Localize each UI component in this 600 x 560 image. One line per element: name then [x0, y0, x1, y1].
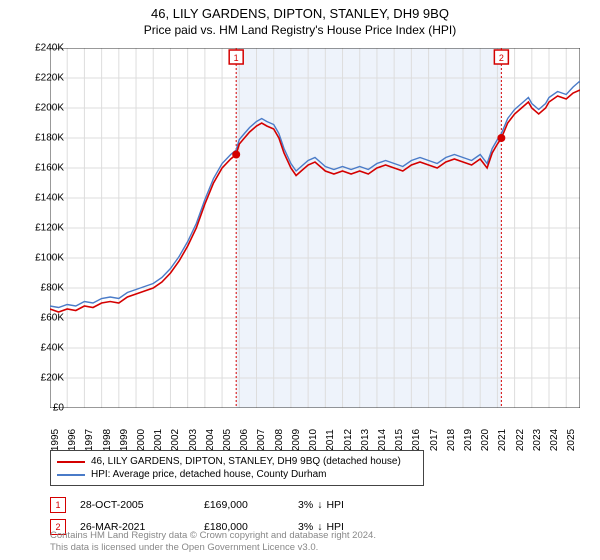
down-arrow-icon: ↓: [317, 499, 322, 511]
legend-item: 46, LILY GARDENS, DIPTON, STANLEY, DH9 9…: [57, 455, 417, 468]
marker-price: £169,000: [204, 499, 284, 511]
x-tick-label: 2005: [222, 429, 233, 451]
attribution: Contains HM Land Registry data © Crown c…: [50, 530, 376, 554]
legend: 46, LILY GARDENS, DIPTON, STANLEY, DH9 9…: [50, 450, 424, 486]
x-tick-label: 2008: [274, 429, 285, 451]
x-tick-label: 2017: [429, 429, 440, 451]
x-tick-label: 1995: [50, 429, 61, 451]
x-tick-label: 1997: [84, 429, 95, 451]
svg-text:2: 2: [499, 53, 504, 63]
y-tick-label: £0: [53, 403, 64, 414]
x-tick-label: 2015: [394, 429, 405, 451]
x-tick-label: 2022: [515, 429, 526, 451]
marker-pct: 3% ↓ HPI: [298, 499, 418, 511]
x-tick-label: 2004: [205, 429, 216, 451]
x-tick-label: 2009: [291, 429, 302, 451]
legend-swatch: [57, 461, 85, 463]
x-tick-label: 2023: [532, 429, 543, 451]
chart-svg: 12: [50, 48, 580, 408]
y-tick-label: £160K: [35, 163, 64, 174]
x-tick-label: 2012: [343, 429, 354, 451]
y-tick-label: £100K: [35, 253, 64, 264]
legend-swatch: [57, 474, 85, 476]
legend-item: HPI: Average price, detached house, Coun…: [57, 468, 417, 481]
x-tick-label: 2019: [463, 429, 474, 451]
y-tick-label: £220K: [35, 73, 64, 84]
chart-title: 46, LILY GARDENS, DIPTON, STANLEY, DH9 9…: [0, 0, 600, 21]
chart-subtitle: Price paid vs. HM Land Registry's House …: [0, 21, 600, 41]
legend-label: HPI: Average price, detached house, Coun…: [91, 469, 327, 480]
x-tick-label: 2021: [497, 429, 508, 451]
x-tick-label: 2010: [308, 429, 319, 451]
y-tick-label: £120K: [35, 223, 64, 234]
x-tick-label: 2001: [153, 429, 164, 451]
x-tick-label: 1998: [102, 429, 113, 451]
x-tick-label: 2007: [256, 429, 267, 451]
y-tick-label: £40K: [41, 343, 64, 354]
x-tick-label: 2002: [170, 429, 181, 451]
x-tick-label: 1996: [67, 429, 78, 451]
y-tick-label: £180K: [35, 133, 64, 144]
x-tick-label: 2018: [446, 429, 457, 451]
y-tick-label: £240K: [35, 43, 64, 54]
attribution-line: Contains HM Land Registry data © Crown c…: [50, 530, 376, 542]
x-tick-label: 1999: [119, 429, 130, 451]
x-tick-label: 2016: [411, 429, 422, 451]
marker-row: 1 28-OCT-2005 £169,000 3% ↓ HPI: [50, 494, 570, 516]
y-tick-label: £20K: [41, 373, 64, 384]
svg-text:1: 1: [234, 53, 239, 63]
x-tick-label: 2014: [377, 429, 388, 451]
y-tick-label: £80K: [41, 283, 64, 294]
x-tick-label: 2013: [360, 429, 371, 451]
y-tick-label: £60K: [41, 313, 64, 324]
x-tick-label: 2003: [188, 429, 199, 451]
x-tick-label: 2000: [136, 429, 147, 451]
x-tick-label: 2006: [239, 429, 250, 451]
y-tick-label: £200K: [35, 103, 64, 114]
x-tick-label: 2011: [325, 429, 336, 451]
marker-badge: 1: [50, 497, 66, 513]
y-tick-label: £140K: [35, 193, 64, 204]
marker-date: 28-OCT-2005: [80, 499, 190, 511]
chart-area: 12: [50, 48, 580, 408]
x-tick-label: 2025: [566, 429, 577, 451]
x-tick-label: 2024: [549, 429, 560, 451]
attribution-line: This data is licensed under the Open Gov…: [50, 542, 376, 554]
x-tick-label: 2020: [480, 429, 491, 451]
legend-label: 46, LILY GARDENS, DIPTON, STANLEY, DH9 9…: [91, 456, 401, 467]
